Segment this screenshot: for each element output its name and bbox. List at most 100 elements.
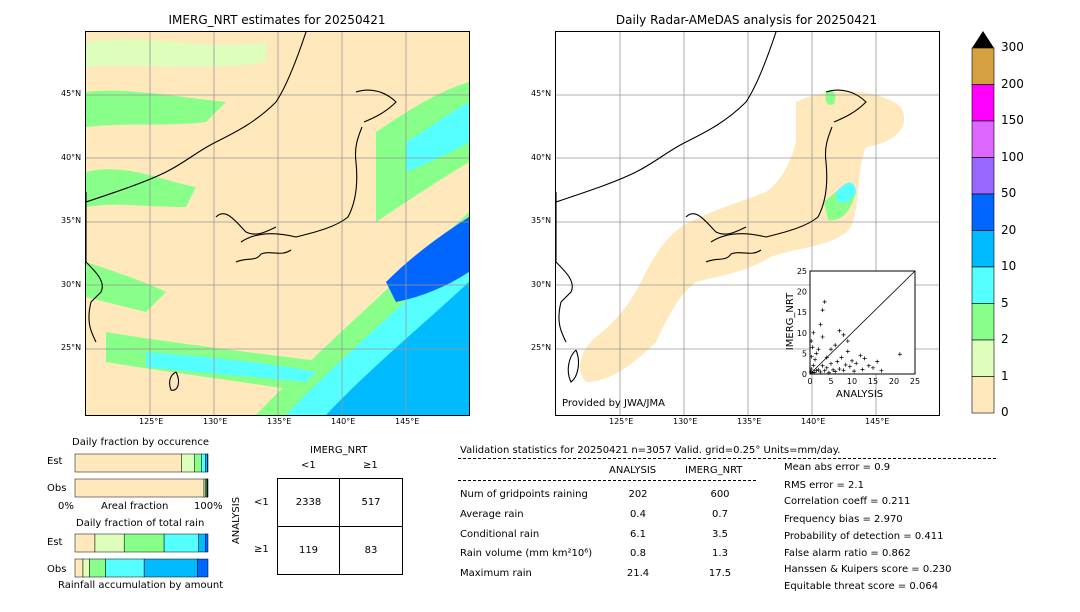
scatter-point bbox=[871, 365, 875, 370]
contingency-col-lt1: <1 bbox=[301, 460, 316, 471]
stacked-bar-segment bbox=[143, 558, 198, 578]
score-far: False alarm ratio = 0.862 bbox=[784, 548, 911, 559]
scatter-point bbox=[809, 339, 814, 344]
colorbar-label: 5 bbox=[1001, 295, 1009, 310]
scatter-point bbox=[852, 369, 857, 374]
stacked-bar-segment bbox=[181, 453, 195, 473]
scatter-point bbox=[862, 356, 867, 361]
colorbar-label: 150 bbox=[1001, 113, 1024, 127]
occurrence-axis-right: 100% bbox=[194, 501, 223, 512]
scatter-point bbox=[814, 351, 819, 356]
contingency-table: 2338 517 119 83 bbox=[277, 478, 403, 575]
scatter-point bbox=[810, 345, 815, 350]
contingency-row-title: ANALYSIS bbox=[231, 496, 243, 545]
left-lon-140: 140°E bbox=[331, 417, 356, 426]
scatter-point bbox=[845, 339, 850, 344]
scatter-point bbox=[822, 299, 827, 304]
colorbar-label: 0 bbox=[1001, 405, 1009, 419]
scatter-point bbox=[811, 330, 816, 335]
scatter-xtick: 20 bbox=[889, 377, 899, 386]
score-mae: Mean abs error = 0.9 bbox=[784, 462, 891, 473]
scatter-point bbox=[818, 369, 823, 374]
scatter-xlabel: ANALYSIS bbox=[836, 389, 884, 400]
cell-ge1-lt1: 119 bbox=[298, 545, 319, 556]
validation-divider bbox=[458, 458, 996, 459]
colorbar-label: 300 bbox=[1001, 40, 1024, 54]
scatter-point bbox=[812, 370, 817, 375]
scatter-point bbox=[810, 370, 815, 375]
row-imerg: 600 bbox=[710, 489, 730, 500]
scatter-point bbox=[824, 355, 829, 360]
left-map bbox=[85, 31, 470, 416]
colorbar-block bbox=[971, 157, 995, 195]
scatter-point bbox=[837, 367, 842, 372]
right-lon-130: 130°E bbox=[673, 417, 698, 426]
scatter-ytick: 25 bbox=[797, 267, 807, 276]
stacked-bar-segment bbox=[74, 478, 205, 498]
score-corr: Correlation coeff = 0.211 bbox=[784, 496, 911, 507]
score-freq-bias: Frequency bias = 2.970 bbox=[784, 514, 903, 525]
scatter-ytick: 15 bbox=[797, 308, 807, 317]
row-label: Conditional rain bbox=[460, 529, 540, 540]
stacked-bar-segment bbox=[205, 533, 209, 553]
col-imerg: IMERG_NRT bbox=[685, 465, 743, 476]
left-lat-25: 25°N bbox=[61, 343, 82, 352]
total-rain-row-est: Est bbox=[47, 537, 63, 548]
occurrence-axis-left: 0% bbox=[58, 501, 74, 512]
row-label: Num of gridpoints raining bbox=[460, 489, 588, 500]
scatter-point bbox=[897, 352, 902, 357]
colorbar-label: 1 bbox=[1001, 368, 1009, 383]
colorbar-block bbox=[971, 303, 995, 341]
scatter-xtick: 15 bbox=[868, 377, 878, 386]
cell-ge1-ge1: 83 bbox=[364, 545, 378, 556]
table-divider bbox=[458, 480, 756, 481]
right-lat-25: 25°N bbox=[531, 343, 552, 352]
row-analysis: 0.4 bbox=[630, 509, 646, 520]
scatter-xtick: 10 bbox=[847, 377, 857, 386]
row-label: Maximum rain bbox=[460, 568, 532, 579]
scatter-inset: 0 0 5 5 10 10 15 15 20 20 25 25 ANALYSIS IMERG_NRT bbox=[778, 266, 923, 402]
occurrence-row-obs: Obs bbox=[47, 483, 67, 494]
contingency-col-title: IMERG_NRT bbox=[310, 445, 368, 456]
right-lat-35: 35°N bbox=[531, 216, 552, 225]
scatter-point bbox=[811, 363, 816, 368]
stacked-bar-segment bbox=[82, 558, 90, 578]
stacked-bar-segment bbox=[194, 453, 202, 473]
scatter-point bbox=[858, 353, 863, 358]
stacked-bar-segment bbox=[74, 533, 96, 553]
colorbar-label: 20 bbox=[1001, 222, 1017, 237]
colorbar-label: 2 bbox=[1001, 332, 1009, 346]
scatter-point bbox=[822, 368, 827, 373]
right-lat-40: 40°N bbox=[531, 153, 552, 162]
left-lon-130: 130°E bbox=[203, 417, 228, 426]
stacked-bar-segment bbox=[105, 558, 145, 578]
scatter-svg: 00 5 5 10 10 15 15 20 20 25 25 bbox=[797, 267, 920, 386]
scatter-ytick: 5 bbox=[802, 349, 807, 358]
scatter-point bbox=[820, 363, 825, 368]
row-analysis: 6.1 bbox=[630, 529, 646, 540]
colorbar-label: 100 bbox=[1001, 149, 1024, 164]
left-lat-35: 35°N bbox=[61, 216, 82, 225]
scatter-point bbox=[820, 308, 825, 313]
scatter-point bbox=[833, 369, 838, 374]
col-analysis: ANALYSIS bbox=[609, 465, 657, 476]
right-lat-45: 45°N bbox=[531, 89, 552, 98]
left-lat-30: 30°N bbox=[61, 280, 82, 289]
colorbar-block bbox=[971, 120, 995, 158]
stacked-bar-segment bbox=[207, 453, 209, 473]
scatter-xtick: 25 bbox=[910, 377, 920, 386]
scatter-point bbox=[841, 332, 846, 337]
colorbar-block bbox=[971, 84, 995, 122]
validation-header: Validation statistics for 20250421 n=305… bbox=[460, 445, 841, 456]
row-imerg: 17.5 bbox=[708, 568, 732, 579]
row-imerg: 0.7 bbox=[712, 509, 728, 520]
scatter-ytick: 20 bbox=[797, 288, 807, 297]
colorbar-label: 50 bbox=[1001, 186, 1017, 200]
score-hk: Hanssen & Kuipers score = 0.230 bbox=[784, 564, 952, 575]
scatter-point bbox=[824, 365, 829, 370]
scatter-point bbox=[831, 367, 836, 372]
stacked-bar-segment bbox=[123, 533, 165, 553]
occurrence-chart bbox=[74, 453, 209, 498]
scatter-point bbox=[866, 363, 871, 368]
total-rain-title: Daily fraction of total rain bbox=[76, 518, 205, 529]
